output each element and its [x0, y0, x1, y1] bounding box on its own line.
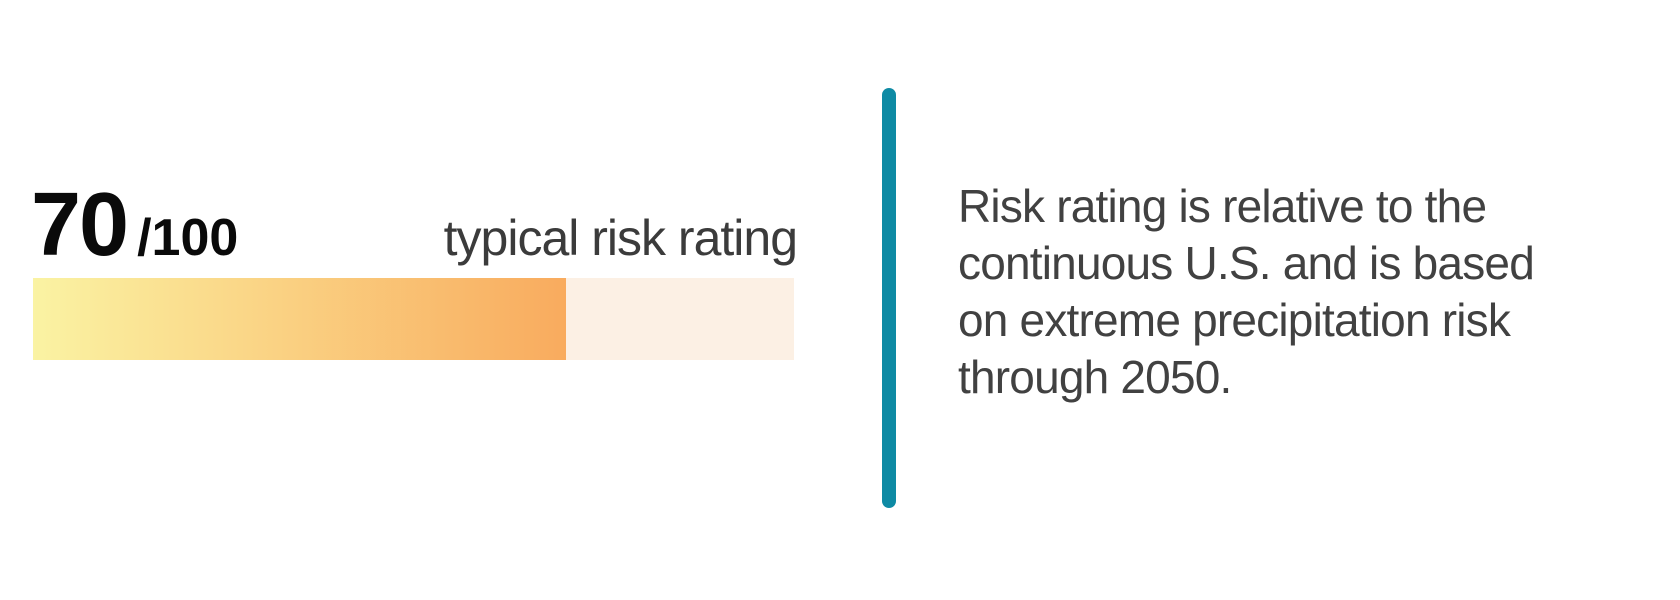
risk-description-line: continuous U.S. and is based: [958, 237, 1535, 289]
risk-description-line: Risk rating is relative to the: [958, 180, 1487, 232]
risk-description-line: on extreme precipitation risk: [958, 294, 1511, 346]
risk-description-line: through 2050.: [958, 351, 1232, 403]
risk-score-row: 70 /100 typical risk rating: [31, 175, 798, 275]
risk-score-denominator: /100: [137, 209, 239, 267]
risk-gauge-bar: [33, 278, 794, 360]
risk-gauge-bar-track: [565, 278, 794, 360]
risk-gauge-bar-fill: [33, 278, 566, 360]
risk-rating-label: typical risk rating: [443, 210, 798, 266]
risk-description: Risk rating is relative to the continuou…: [958, 178, 1535, 406]
vertical-divider: [882, 88, 896, 508]
risk-score-value: 70: [31, 175, 129, 275]
